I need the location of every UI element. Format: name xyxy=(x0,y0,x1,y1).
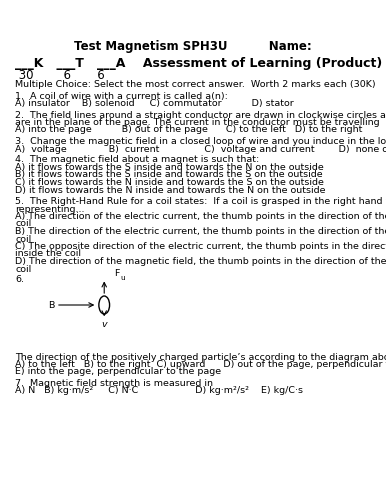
Text: B) it flows towards the S inside and towards the S on the outside: B) it flows towards the S inside and tow… xyxy=(15,170,323,179)
Text: D) The direction of the magnetic field, the thumb points in the direction of the: D) The direction of the magnetic field, … xyxy=(15,257,386,266)
Text: coil: coil xyxy=(15,234,32,244)
Text: C) The opposite direction of the electric current, the thumb points in the direc: C) The opposite direction of the electri… xyxy=(15,242,386,251)
Text: inside the coil: inside the coil xyxy=(15,250,81,258)
Text: B: B xyxy=(47,300,54,310)
Text: u: u xyxy=(121,276,125,281)
Text: F: F xyxy=(114,268,119,278)
Text: v: v xyxy=(102,320,107,329)
Text: A) N   B) kg·m/s²     C) N·C                   D) kg·m²/s²    E) kg/C·s: A) N B) kg·m/s² C) N·C D) kg·m²/s² E) kg… xyxy=(15,386,303,395)
Text: Multiple Choice: Select the most correct answer.  Worth 2 marks each (30K): Multiple Choice: Select the most correct… xyxy=(15,80,376,89)
Text: A) The direction of the electric current, the thumb points in the direction of t: A) The direction of the electric current… xyxy=(15,212,386,221)
Text: 7.  Magnetic field strength is measured in: 7. Magnetic field strength is measured i… xyxy=(15,378,213,388)
Text: A) to the left   B) to the right  C) upward      D) out of the page, perpendicul: A) to the left B) to the right C) upward… xyxy=(15,360,386,369)
Text: C) it flows towards the N inside and towards the S on the outside: C) it flows towards the N inside and tow… xyxy=(15,178,324,187)
Text: E) into the page, perpendicular to the page: E) into the page, perpendicular to the p… xyxy=(15,368,222,376)
Text: The direction of the positively charged particle’s according to the diagram abov: The direction of the positively charged … xyxy=(15,352,386,362)
Text: D) it flows towards the N inside and towards the N on the outside: D) it flows towards the N inside and tow… xyxy=(15,186,326,194)
Text: A) it flows towards the S inside and towards the N on the outside: A) it flows towards the S inside and tow… xyxy=(15,163,324,172)
Text: 5.  The Right-Hand Rule for a coil states:  If a coil is grasped in the right ha: 5. The Right-Hand Rule for a coil states… xyxy=(15,197,386,206)
Text: ___K   ___T   ___A    Assessment of Learning (Product): ___K ___T ___A Assessment of Learning (P… xyxy=(15,58,383,70)
Text: A)  voltage              B)  current               C)  voltage and current      : A) voltage B) current C) voltage and cur… xyxy=(15,144,386,154)
Text: coil: coil xyxy=(15,264,32,274)
Text: A) insulator    B) solenoid     C) commutator          D) stator: A) insulator B) solenoid C) commutator D… xyxy=(15,99,294,108)
Text: 30        6       6: 30 6 6 xyxy=(15,69,105,82)
Text: 4.  The magnetic field about a magnet is such that:: 4. The magnetic field about a magnet is … xyxy=(15,156,260,164)
Text: 6.: 6. xyxy=(15,276,24,284)
Text: representing...: representing... xyxy=(15,204,85,214)
Text: A) into the page          B) out of the page      C) to the left   D) to the rig: A) into the page B) out of the page C) t… xyxy=(15,126,363,134)
Text: are in the plane of the page. The current in the conductor must be travelling: are in the plane of the page. The curren… xyxy=(15,118,380,127)
Text: 2.  The field lines around a straight conductor are drawn in clockwise circles a: 2. The field lines around a straight con… xyxy=(15,110,386,120)
Text: 3.  Change the magnetic field in a closed loop of wire and you induce in the loo: 3. Change the magnetic field in a closed… xyxy=(15,137,386,146)
Text: B) The direction of the electric current, the thumb points in the direction of t: B) The direction of the electric current… xyxy=(15,227,386,236)
Text: 1.  A coil of wire with a current is called a(n):: 1. A coil of wire with a current is call… xyxy=(15,92,228,100)
Text: coil: coil xyxy=(15,220,32,228)
Text: Test Magnetism SPH3U          Name:: Test Magnetism SPH3U Name: xyxy=(74,40,312,53)
